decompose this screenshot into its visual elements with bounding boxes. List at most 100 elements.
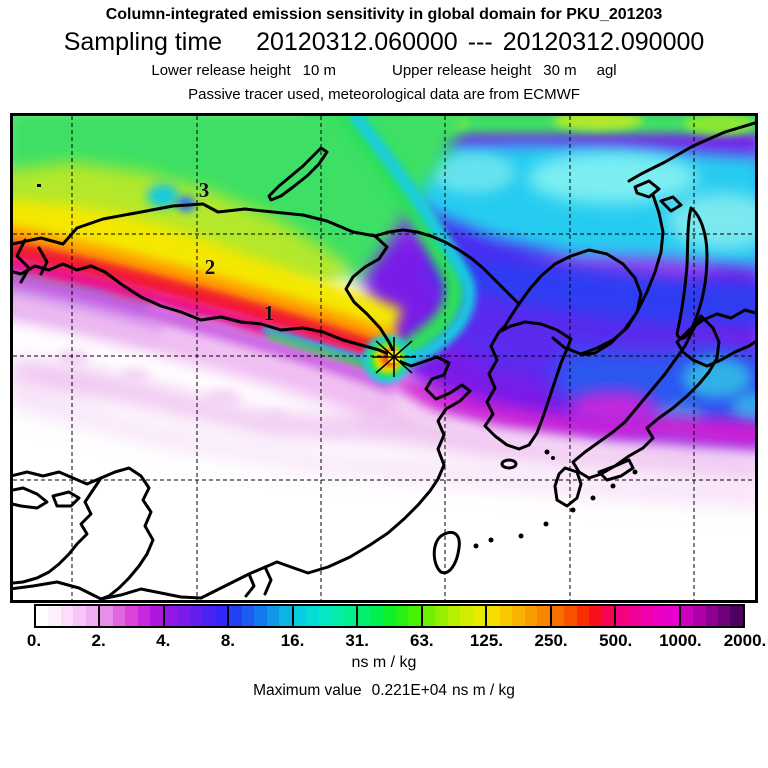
- colorbar-segment: [162, 606, 228, 626]
- colorbar-cell: [395, 606, 409, 626]
- colorbar-cell: [254, 606, 267, 626]
- colorbar-cell: [666, 606, 679, 626]
- colorbar-cell: [370, 606, 384, 626]
- colorbar-cell: [435, 606, 448, 626]
- receptor-star-icon: [372, 337, 416, 377]
- sampling-end: 20120312.090000: [502, 28, 705, 56]
- colorbar-tick-label: 1000.: [659, 631, 702, 650]
- colorbar-cell: [189, 606, 203, 626]
- upper-release-label: Upper release height: [391, 62, 532, 79]
- trajectory-label-1: 1: [263, 301, 275, 325]
- colorbar-cell: [150, 606, 163, 626]
- emission-sensitivity-field: [13, 116, 755, 600]
- colorbar-cell: [48, 606, 61, 626]
- colorbar-cell: [383, 606, 396, 626]
- colorbar-tick-label: 16.: [280, 631, 305, 650]
- trajectory-label-3: 3: [198, 178, 210, 202]
- colorbar-cell: [85, 606, 99, 626]
- sampling-start: 20120312.060000: [256, 28, 458, 56]
- colorbar-cell: [112, 606, 126, 626]
- colorbar-cell: [358, 606, 371, 626]
- colorbar-cell: [460, 606, 473, 626]
- colorbar-cell: [60, 606, 74, 626]
- colorbar-tick-label: 63.: [409, 631, 434, 650]
- colorbar-cell: [717, 606, 731, 626]
- maximum-value-line: Maximum value 0.221E+04 ns m / kg: [0, 682, 768, 700]
- colorbar: [34, 604, 745, 628]
- colorbar-cell: [576, 606, 590, 626]
- colorbar-segment: [485, 606, 550, 626]
- colorbar-cell: [472, 606, 486, 626]
- colorbar-tick-label: 0.: [26, 631, 42, 650]
- colorbar-cell: [177, 606, 190, 626]
- colorbar-cell: [601, 606, 615, 626]
- page-title: Column-integrated emission sensitivity i…: [105, 6, 663, 23]
- colorbar-cell: [408, 606, 421, 626]
- colorbar-tick-label: 500.: [599, 631, 633, 650]
- colorbar-cell: [343, 606, 357, 626]
- tracer-note: Passive tracer used, meteorological data…: [188, 86, 580, 103]
- colorbar-cell: [616, 606, 629, 626]
- colorbar-ticks: 0. 2. 4. 8. 16. 31. 63. 125. 250. 500. 1000. 2000.: [27, 631, 766, 651]
- colorbar-segment: [678, 606, 743, 626]
- colorbar-cell: [499, 606, 513, 626]
- sampling-separator: ---: [467, 28, 493, 56]
- upper-release-value: 30 m: [543, 62, 577, 79]
- colorbar-cell: [229, 606, 242, 626]
- maximum-value-label: Maximum value: [253, 682, 362, 699]
- colorbar-cell: [422, 606, 436, 626]
- colorbar-tick-label: 2.: [91, 631, 106, 650]
- colorbar-cell: [266, 606, 280, 626]
- colorbar-cell: [564, 606, 577, 626]
- colorbar-cell: [628, 606, 642, 626]
- maximum-value-number: 0.221E+04: [371, 682, 448, 699]
- colorbar-segment: [36, 606, 99, 626]
- colorbar-tick-label: 8.: [220, 631, 235, 650]
- lower-release-label: Lower release height: [151, 62, 291, 79]
- release-height-line: Lower release height 10 m Upper release he…: [0, 62, 768, 79]
- colorbar-cell: [705, 606, 718, 626]
- colorbar-cell: [730, 606, 743, 626]
- colorbar-unit: ns m / kg: [351, 654, 417, 671]
- colorbar-segment: [549, 606, 615, 626]
- colorbar-segment: [98, 606, 163, 626]
- colorbar-cell: [241, 606, 255, 626]
- colorbar-cell: [680, 606, 694, 626]
- colorbar-cell: [318, 606, 332, 626]
- colorbar-cell: [653, 606, 667, 626]
- colorbar-tick-label: 4.: [156, 631, 171, 650]
- colorbar-cell: [137, 606, 151, 626]
- colorbar-tick-label: 125.: [469, 631, 503, 650]
- colorbar-cell: [551, 606, 565, 626]
- colorbar-segment: [356, 606, 421, 626]
- colorbar-cell: [164, 606, 178, 626]
- trajectory-label-2: 2: [204, 255, 216, 279]
- colorbar-segment: [291, 606, 357, 626]
- colorbar-segment: [614, 606, 679, 626]
- colorbar-cell: [487, 606, 500, 626]
- colorbar-cell: [512, 606, 525, 626]
- agl-suffix: agl: [596, 62, 617, 79]
- colorbar-cell: [537, 606, 550, 626]
- colorbar-cell: [524, 606, 538, 626]
- coastlines-layer: [13, 121, 755, 600]
- sampling-time-line: Sampling time 20120312.060000 --- 20120312.…: [0, 28, 768, 57]
- colorbar-cell: [589, 606, 602, 626]
- sampling-label: Sampling time: [63, 28, 223, 56]
- colorbar-cell: [202, 606, 215, 626]
- colorbar-cell: [293, 606, 307, 626]
- colorbar-cell: [279, 606, 292, 626]
- colorbar-cell: [100, 606, 113, 626]
- map-canvas: [10, 113, 758, 603]
- colorbar-cell: [214, 606, 228, 626]
- colorbar-cell: [331, 606, 344, 626]
- colorbar-segment: [227, 606, 292, 626]
- colorbar-cell: [447, 606, 461, 626]
- colorbar-tick-label: 250.: [534, 631, 568, 650]
- colorbar-cell: [693, 606, 706, 626]
- colorbar-cell: [641, 606, 654, 626]
- colorbar-tick-label: 2000.: [723, 631, 767, 650]
- lower-release-value: 10 m: [302, 62, 336, 79]
- colorbar-segment: [420, 606, 486, 626]
- colorbar-tick-label: 31.: [345, 631, 369, 650]
